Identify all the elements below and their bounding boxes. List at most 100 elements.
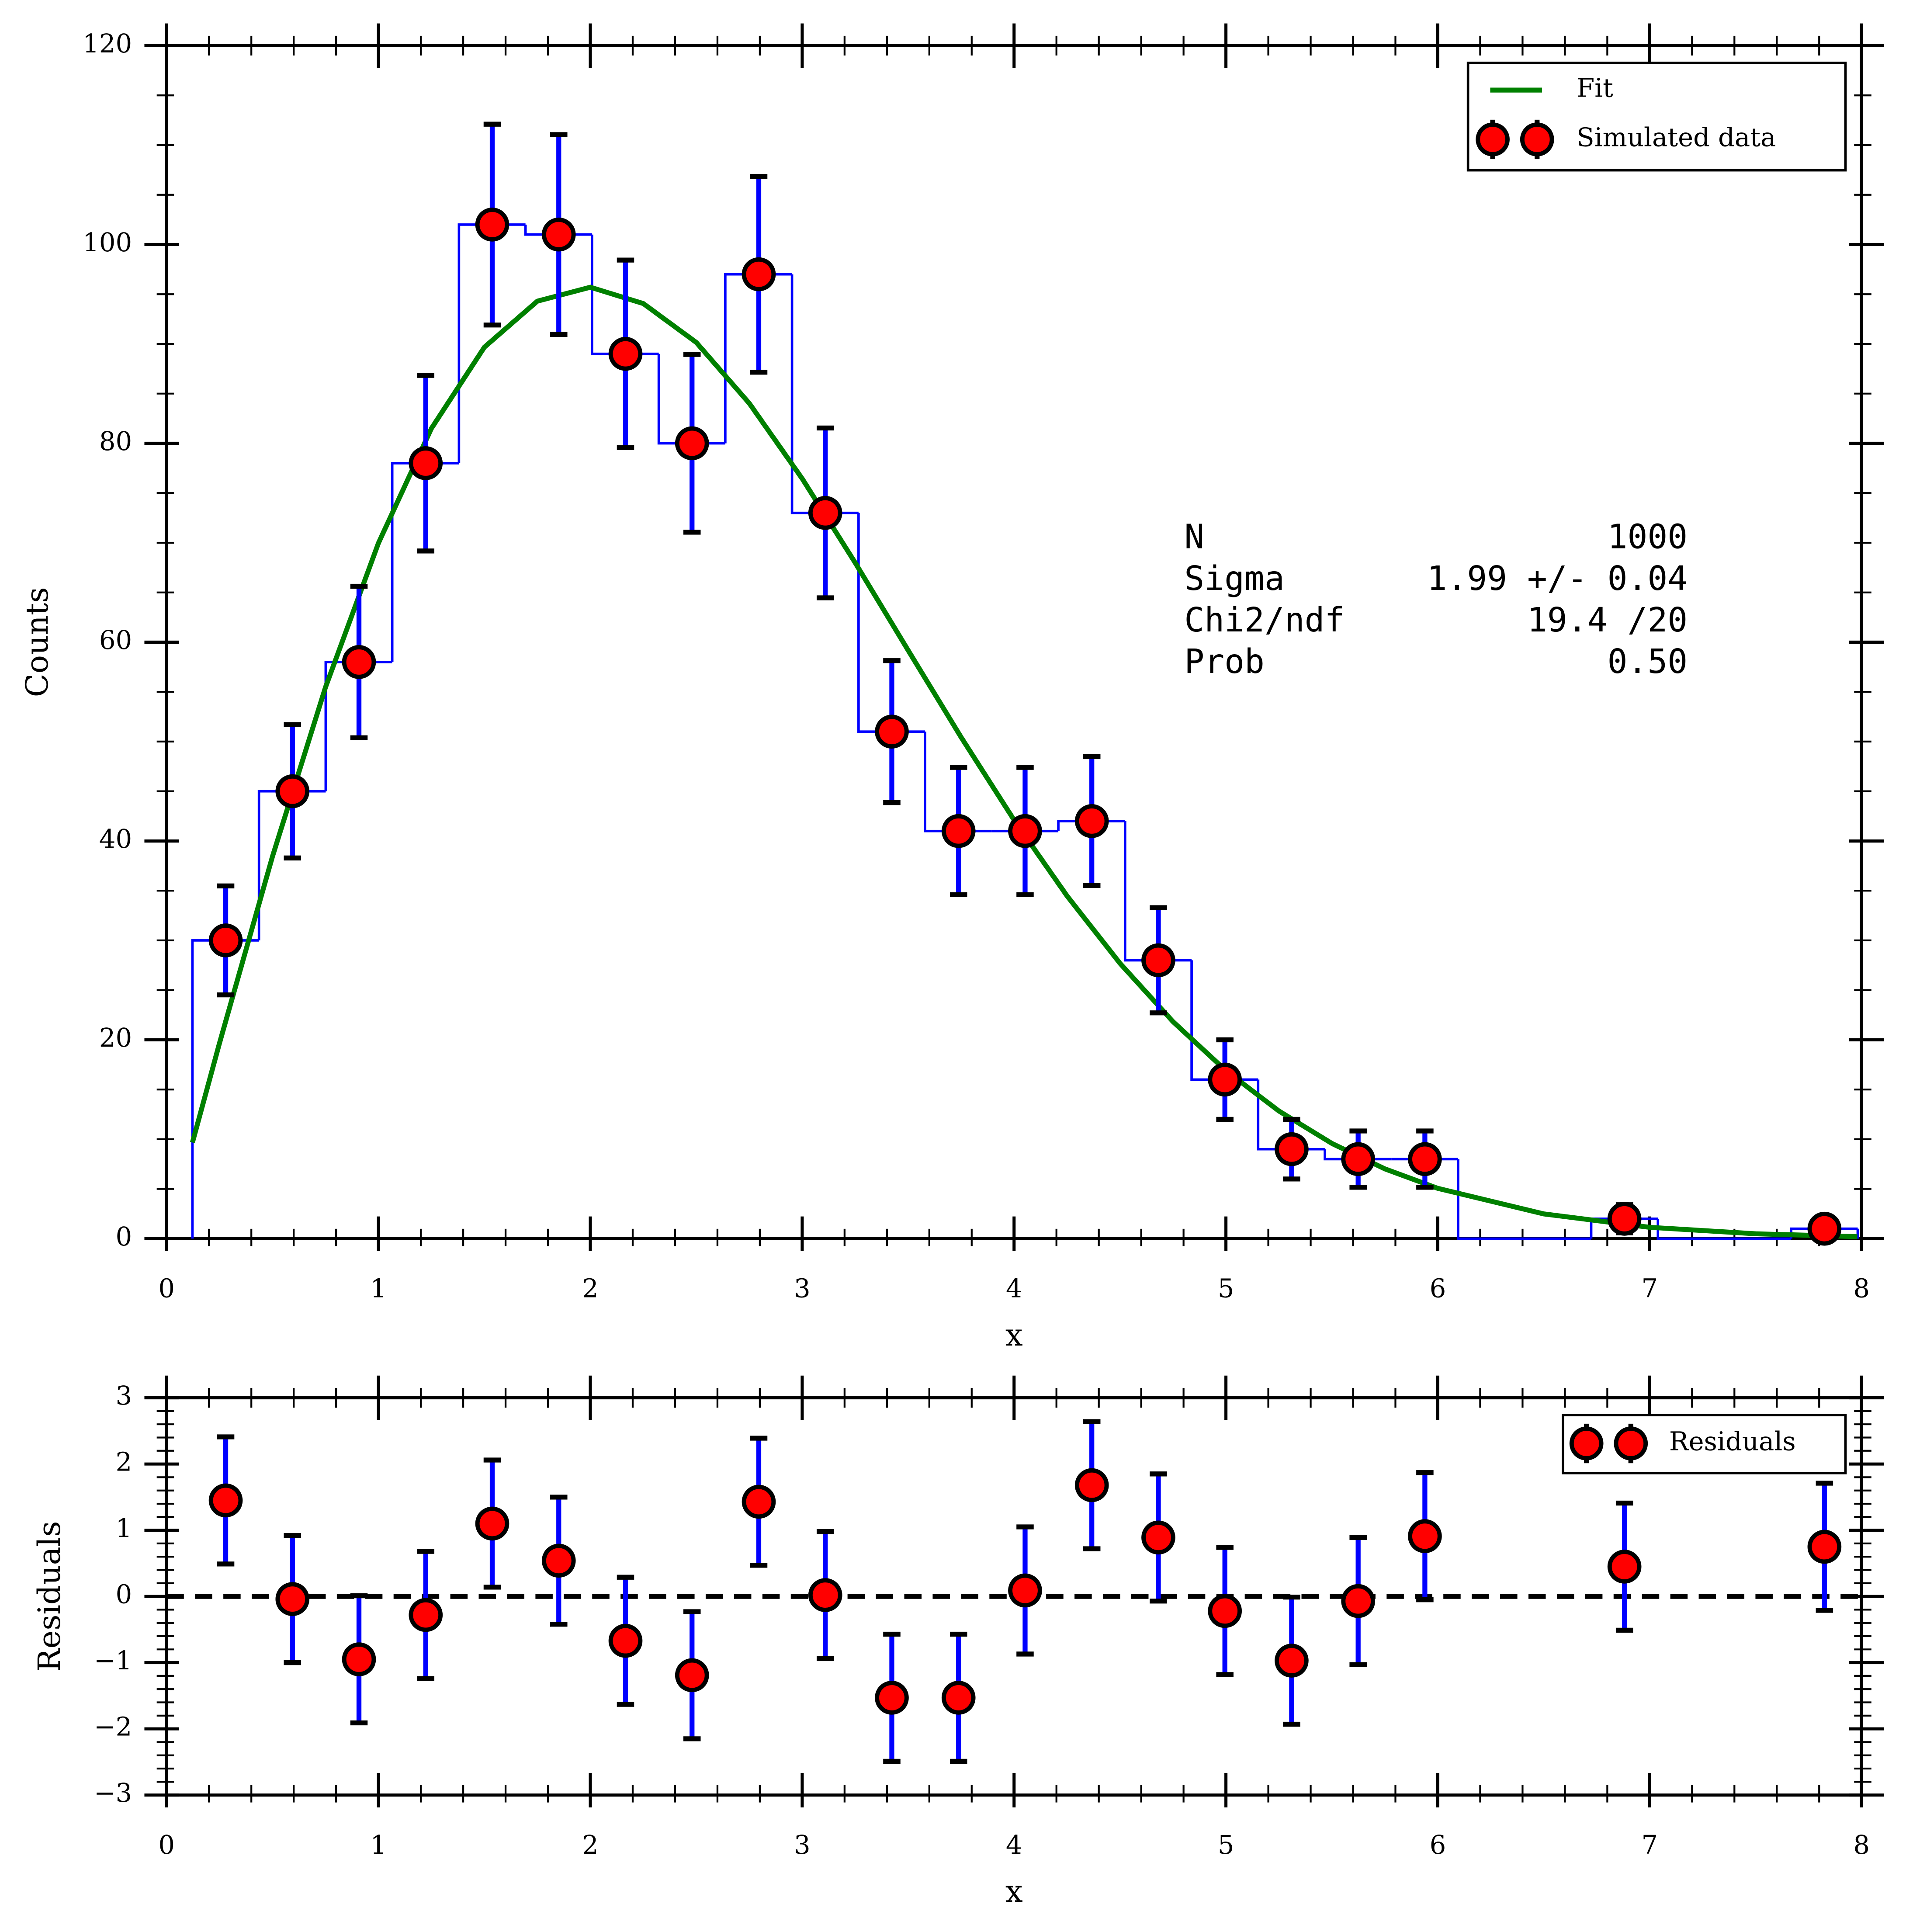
marker [1208,1594,1242,1628]
x-axis-label: x [1005,1873,1023,1909]
marker [1408,1519,1442,1554]
y-tick-label: 80 [99,426,132,456]
x-axis-label: x [1005,1317,1023,1353]
x-tick-label: 1 [370,1273,387,1304]
legend-label: Residuals [1669,1426,1796,1457]
x-tick-label: 2 [582,1830,599,1860]
legend-label: Simulated data [1577,122,1776,153]
panel: 0 1 2 3 4 5 6 7 8 −3 −2 −1 0 1 2 3 x Residuals Residuals [31,1375,1884,1909]
marker [208,1483,243,1518]
plot-frame [165,44,1863,1240]
marker [475,1506,509,1541]
marker [742,257,776,291]
x-tick-label: 7 [1641,1830,1658,1860]
marker [1008,814,1042,848]
marker [275,1582,310,1616]
marker [808,1578,842,1612]
marker [342,645,376,679]
y-tick-label: 120 [83,28,132,59]
legend-marker [1614,1426,1648,1460]
marker [875,715,909,749]
stat-value: 19.4 /20 [1527,600,1688,639]
legend-marker [1569,1426,1604,1460]
marker [1607,1550,1642,1584]
marker [1141,943,1175,978]
marker [1208,1062,1242,1097]
y-tick-label: 1 [115,1513,132,1543]
marker [608,336,643,371]
x-tick-label: 7 [1641,1273,1658,1304]
stat-label: Chi2/ndf [1184,600,1345,639]
x-tick-label: 1 [370,1830,387,1860]
marker [1275,1644,1309,1678]
x-tick-label: 4 [1006,1273,1022,1304]
y-tick-label: −1 [94,1645,132,1675]
histogram-bin [1457,1159,1525,1240]
stat-label: Prob [1184,642,1265,681]
marker [342,1642,376,1676]
x-tick-label: 3 [794,1273,811,1304]
legend-box [1466,62,1847,172]
marker [1807,1211,1842,1246]
x-tick-label: 5 [1218,1273,1234,1304]
y-tick-label: 20 [99,1023,132,1053]
stat-label: N [1184,517,1204,556]
y-tick-label: 40 [99,824,132,854]
y-tick-label: 2 [115,1447,132,1477]
marker [675,1658,709,1693]
marker [409,1598,443,1632]
x-tick-label: 6 [1430,1830,1446,1860]
marker [1275,1132,1309,1166]
legend-box [1562,1414,1847,1474]
x-tick-label: 8 [1853,1830,1870,1860]
marker [409,446,443,480]
marker [808,496,842,530]
marker [1074,1468,1109,1502]
x-tick-label: 2 [582,1273,599,1304]
marker [1141,1520,1175,1555]
x-tick-label: 5 [1218,1830,1234,1860]
marker [1074,804,1109,838]
marker [941,1681,976,1715]
x-tick-label: 3 [794,1830,811,1860]
y-axis-label: Counts [19,587,55,697]
x-tick-label: 8 [1853,1273,1870,1304]
marker [742,1485,776,1519]
legend-marker [1520,122,1554,156]
marker [541,1544,576,1578]
marker [275,774,310,808]
y-tick-label: 100 [83,227,132,257]
marker [208,923,243,957]
y-tick-label: 3 [115,1380,132,1411]
legend-label: Fit [1577,73,1613,103]
marker [875,1681,909,1715]
legend-marker [1476,122,1510,156]
marker [1341,1142,1375,1176]
marker [608,1623,643,1658]
marker [941,814,976,848]
marker [475,208,509,242]
fit-line [190,284,1857,1239]
x-tick-label: 6 [1430,1273,1446,1304]
y-axis-label: Residuals [31,1521,67,1672]
stat-value: 1000 [1608,517,1688,556]
marker [1341,1584,1375,1618]
x-tick-label: 4 [1006,1830,1022,1860]
y-tick-label: 60 [99,625,132,655]
marker [675,426,709,461]
marker [541,217,576,252]
marker [1008,1573,1042,1608]
marker [1408,1142,1442,1176]
stat-value: 0.50 [1608,642,1688,681]
y-tick-label: −2 [94,1712,132,1742]
x-tick-label: 0 [158,1830,175,1860]
marker [1807,1530,1842,1564]
stat-value: 1.99 +/- 0.04 [1427,559,1688,598]
y-tick-label: 0 [115,1579,132,1609]
marker [1607,1202,1642,1236]
y-tick-label: 0 [115,1221,132,1252]
x-tick-label: 0 [158,1273,175,1304]
y-tick-label: −3 [94,1778,132,1808]
